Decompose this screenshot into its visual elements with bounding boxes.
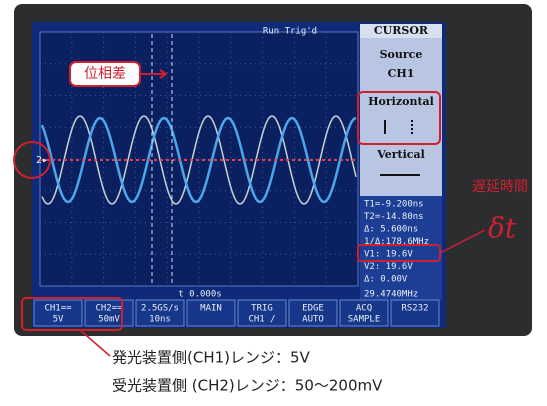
bottom-label: ACQ: [356, 304, 372, 314]
bottom-label: CH1 /: [248, 315, 275, 325]
menu-item: Vertical: [376, 148, 425, 161]
frequency: 29.4740MHz: [364, 290, 418, 300]
phase-label: 位相差: [84, 66, 126, 82]
ch1-range: 発光装置側(CH1)レンジ：5V: [112, 349, 311, 367]
menu-item: CH1: [388, 67, 415, 80]
delay-label: 遅延時間: [472, 179, 528, 195]
bottom-label: CH2==: [95, 304, 123, 314]
readout: T2=-14.80ns: [364, 212, 424, 222]
bottom-label: TRIG: [251, 304, 273, 314]
ch2-range: 受光装置側 (CH2)レンジ：50〜200mV: [112, 377, 383, 395]
bottom-label: 5V: [53, 315, 64, 325]
annotated-oscilloscope-photo: CURSOR Run Trig'd Source CH1 Horizontal …: [0, 0, 547, 406]
bottom-label: MAIN: [200, 304, 222, 314]
bottom-label: 2.5GS/s: [141, 304, 179, 314]
time-position: t 0.000s: [178, 290, 221, 300]
status: Run Trig'd: [263, 27, 317, 37]
readout: V1: 19.6V: [364, 250, 413, 260]
menu-title: CURSOR: [374, 24, 429, 37]
readout: T1=-9.200ns: [364, 200, 424, 210]
bottom-label: CH1==: [44, 304, 72, 314]
readout: Δ: 5.600ns: [364, 225, 418, 235]
delta-t: δt: [488, 212, 517, 245]
readout: Δ: 0.00V: [364, 275, 408, 285]
bottom-label: 50mV: [98, 315, 120, 325]
menu-item: Source: [380, 48, 423, 61]
bottom-label: AUTO: [302, 315, 324, 325]
bottom-label: RS232: [401, 304, 428, 314]
menu-item: Horizontal: [368, 95, 434, 108]
bottom-label: 10ns: [149, 315, 171, 325]
bottom-label: EDGE: [302, 304, 324, 314]
bottom-label: SAMPLE: [348, 315, 381, 325]
readout: V2: 19.6V: [364, 262, 413, 272]
